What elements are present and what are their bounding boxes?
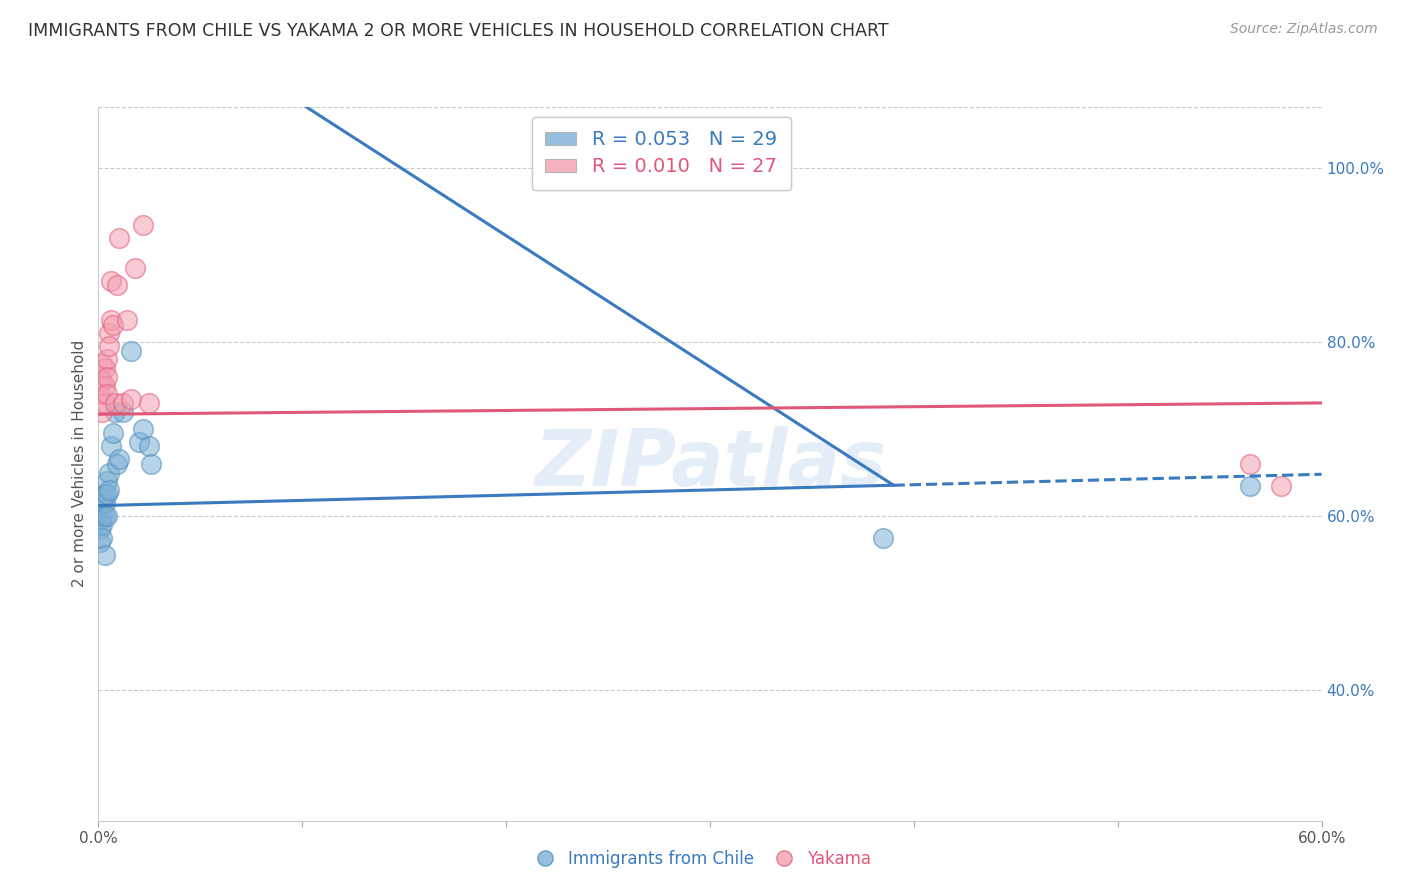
Point	[101, 318, 124, 332]
Point	[91, 496, 114, 510]
Point	[124, 260, 146, 275]
Point	[91, 517, 114, 532]
Point	[115, 313, 138, 327]
Point	[93, 509, 115, 524]
Point	[96, 487, 118, 501]
Point	[89, 513, 111, 527]
Legend: Immigrants from Chile, Yakama: Immigrants from Chile, Yakama	[529, 844, 877, 875]
Point	[100, 313, 122, 327]
Text: Source: ZipAtlas.com: Source: ZipAtlas.com	[1230, 22, 1378, 37]
Point	[104, 396, 127, 410]
Point	[93, 378, 115, 392]
Legend: R = 0.053   N = 29, R = 0.010   N = 27: R = 0.053 N = 29, R = 0.010 N = 27	[531, 117, 790, 190]
Point	[108, 230, 131, 244]
Point	[872, 531, 894, 545]
Point	[93, 548, 115, 562]
Point	[128, 435, 150, 450]
Point	[100, 439, 122, 453]
Point	[89, 369, 111, 384]
Point	[97, 326, 120, 341]
Text: ZIPatlas: ZIPatlas	[534, 425, 886, 502]
Point	[132, 218, 155, 232]
Point	[105, 457, 128, 471]
Point	[89, 535, 111, 549]
Point	[100, 274, 122, 288]
Point	[120, 392, 142, 406]
Point	[132, 422, 155, 436]
Point	[1239, 478, 1261, 492]
Point	[93, 396, 115, 410]
Point	[96, 352, 118, 367]
Point	[93, 361, 115, 376]
Point	[104, 404, 127, 418]
Point	[120, 343, 142, 358]
Point	[141, 457, 163, 471]
Point	[138, 439, 160, 453]
Point	[93, 496, 115, 510]
Point	[91, 357, 114, 371]
Point	[96, 387, 118, 401]
Point	[89, 522, 111, 536]
Point	[108, 452, 131, 467]
Point	[97, 466, 120, 480]
Point	[1239, 457, 1261, 471]
Text: IMMIGRANTS FROM CHILE VS YAKAMA 2 OR MORE VEHICLES IN HOUSEHOLD CORRELATION CHAR: IMMIGRANTS FROM CHILE VS YAKAMA 2 OR MOR…	[28, 22, 889, 40]
Point	[91, 531, 114, 545]
Y-axis label: 2 or more Vehicles in Household: 2 or more Vehicles in Household	[72, 340, 87, 588]
Point	[91, 509, 114, 524]
Point	[96, 475, 118, 489]
Point	[111, 396, 134, 410]
Point	[101, 426, 124, 441]
Point	[91, 404, 114, 418]
Point	[105, 278, 128, 293]
Point	[138, 396, 160, 410]
Point	[96, 369, 118, 384]
Point	[96, 509, 118, 524]
Point	[111, 404, 134, 418]
Point	[93, 487, 115, 501]
Point	[91, 374, 114, 388]
Point	[89, 387, 111, 401]
Point	[1270, 478, 1292, 492]
Point	[97, 339, 120, 353]
Point	[97, 483, 120, 497]
